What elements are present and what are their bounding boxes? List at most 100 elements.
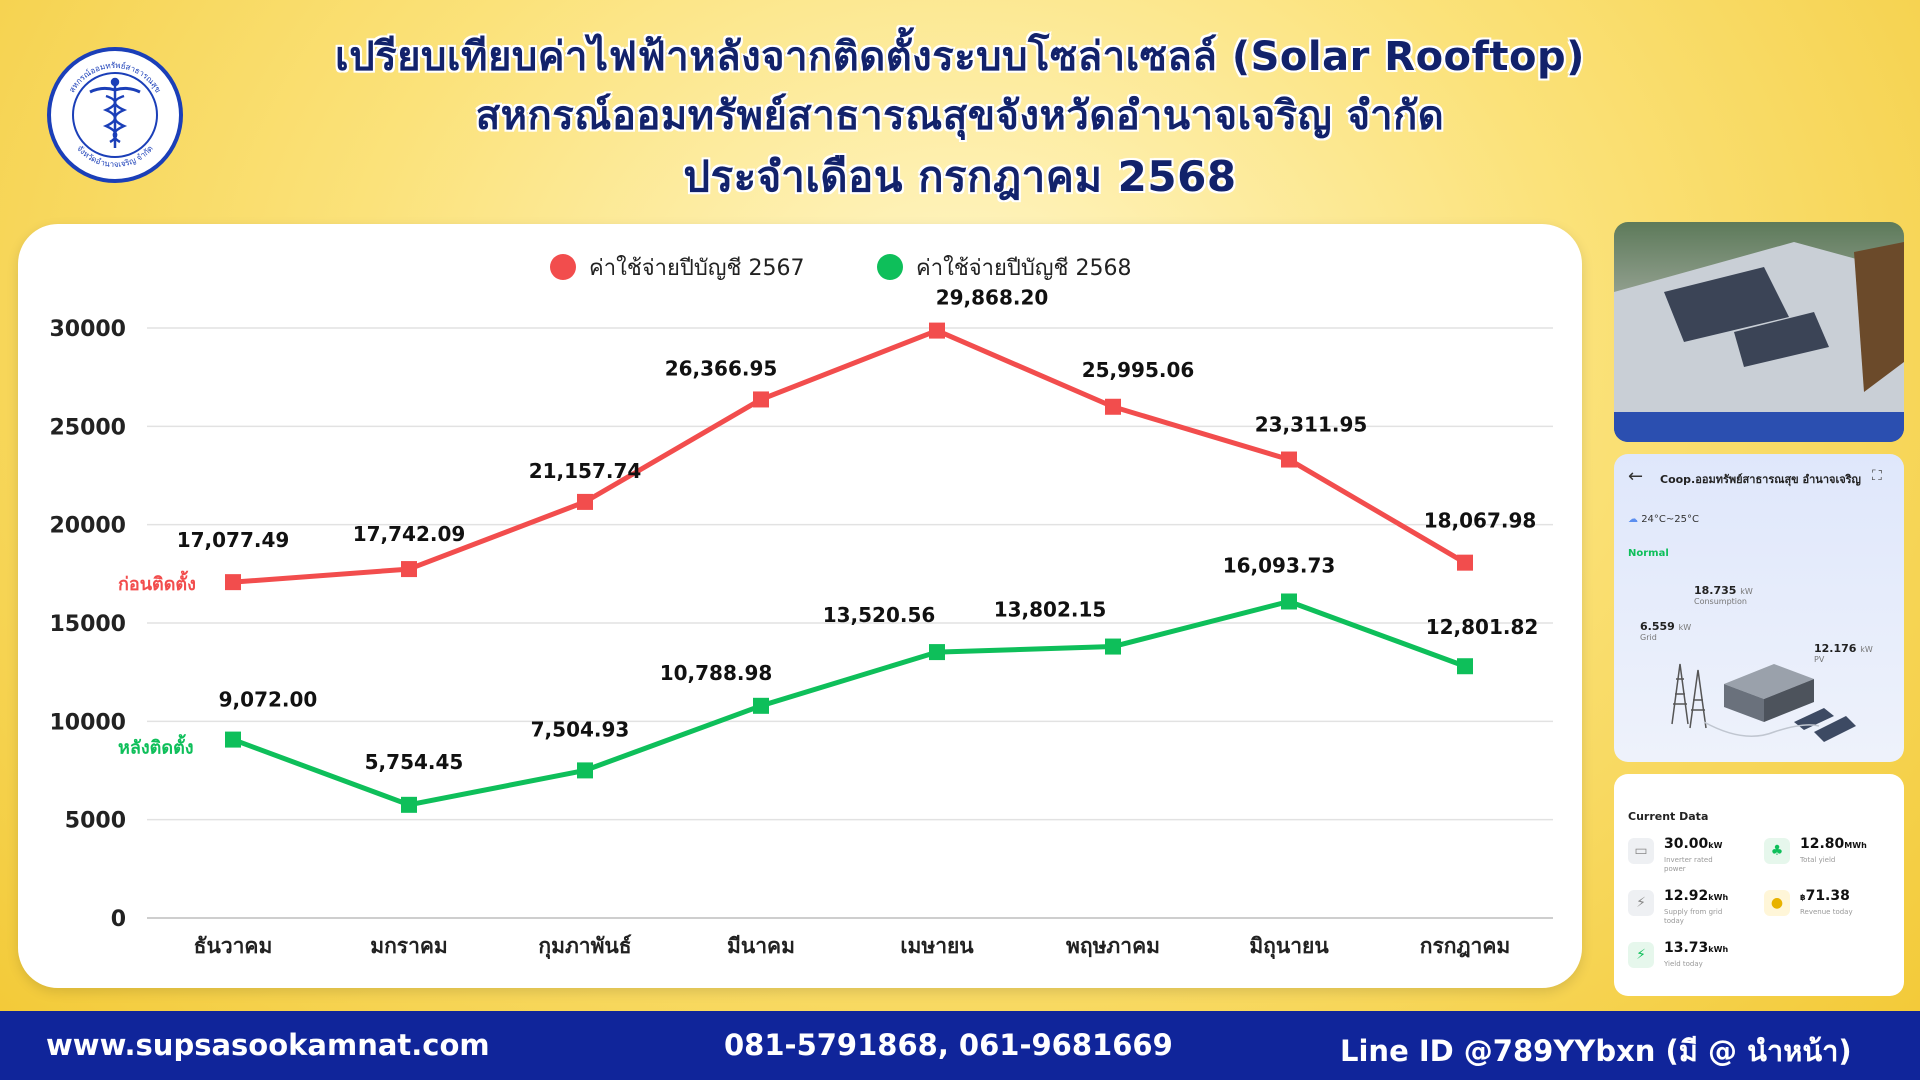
data-point-marker (753, 391, 769, 408)
title-line-1: เปรียบเทียบค่าไฟฟ้าหลังจากติดตั้งระบบโซล… (335, 34, 1585, 80)
footer-website[interactable]: www.supsasookamnat.com (46, 1028, 490, 1062)
footer-bar: www.supsasookamnat.com 081-5791868, 061-… (0, 1011, 1920, 1080)
inverter-value: 30.00 (1664, 836, 1709, 852)
data-point-marker (929, 644, 945, 661)
revenue-label: Revenue today (1800, 908, 1853, 916)
data-label: 29,868.20 (936, 286, 1049, 310)
building-icon (1724, 664, 1814, 722)
x-tick-label: กุมภาพันธ์ (538, 934, 631, 960)
status-text: Normal (1628, 548, 1669, 559)
x-tick-label: มกราคม (370, 934, 448, 958)
grid-label: Grid (1640, 633, 1657, 642)
energy-flow-diagram (1671, 663, 1856, 742)
title-line-3: ประจำเดือน กรกฎาคม 2568 (683, 152, 1237, 201)
series-line (232, 328, 1467, 585)
cloud-icon: ☁ (1628, 514, 1638, 525)
title-line-2: สหกรณ์ออมทรัพย์สาธารณสุขจังหวัดอำนาจเจริ… (475, 93, 1445, 139)
coop-logo: สหกรณ์ออมทรัพย์สาธารณสุข จังหวัดอำนาจเจร… (47, 47, 183, 183)
data-point-marker (753, 697, 769, 714)
data-label: 5,754.45 (365, 750, 464, 774)
data-point-marker (225, 731, 241, 748)
solar-roof-photo (1614, 222, 1904, 442)
data-label: 21,157.74 (529, 459, 642, 483)
consumption-value: 18.735 (1694, 584, 1737, 597)
x-tick-label: กรกฎาคม (1420, 934, 1511, 958)
inverter-unit: kW (1708, 841, 1723, 850)
app-header: Coop.ออมทรัพย์สาธารณสุข อำนาจเจริญ (1660, 473, 1861, 486)
data-label: 17,742.09 (353, 522, 466, 546)
total-yield-label: Total yield (1800, 856, 1836, 864)
total-yield-value: 12.80 (1800, 836, 1845, 852)
series-line (232, 598, 1466, 808)
data-label: 9,072.00 (219, 688, 318, 712)
data-point-marker (1457, 554, 1473, 571)
y-tick-label: 5000 (65, 809, 126, 834)
supply-grid-label: Supply from grid today (1664, 908, 1723, 925)
grid-supply-icon: ⚡ (1628, 890, 1654, 916)
footer-phones: 081-5791868, 061-9681669 (724, 1028, 1173, 1062)
data-label: 18,067.98 (1424, 509, 1537, 533)
bolt-icon: ⚡ (1628, 942, 1654, 968)
legend-marker (550, 254, 576, 280)
x-tick-label: มีนาคม (727, 934, 795, 958)
transmission-tower-icon (1671, 663, 1707, 729)
weather-text: 24°C~25°C (1641, 514, 1699, 525)
x-tick-label: เมษายน (900, 934, 974, 958)
grid-value: 6.559 (1640, 620, 1675, 633)
data-point-marker (1457, 658, 1473, 675)
inverter-label: Inverter rated power (1664, 856, 1713, 873)
data-label: 13,802.15 (994, 598, 1107, 622)
leaf-icon: ♣ (1764, 838, 1790, 864)
data-label: 23,311.95 (1255, 413, 1368, 437)
caduceus-icon (89, 77, 141, 148)
data-label: 17,077.49 (177, 528, 290, 552)
grid-unit: kW (1678, 623, 1692, 632)
supply-grid-value: 12.92 (1664, 888, 1709, 904)
y-tick-label: 20000 (49, 514, 126, 539)
grid-stat: 6.559 kW Grid (1640, 620, 1691, 642)
data-point-marker (577, 493, 593, 510)
data-label: 13,520.56 (823, 603, 936, 627)
current-data-panel: Current Data ▭ 30.00kW Inverter rated po… (1614, 774, 1904, 996)
yield-today-unit: kWh (1708, 945, 1729, 954)
x-tick-label: พฤษภาคม (1066, 934, 1160, 958)
data-point-marker (225, 574, 241, 591)
data-point-marker (577, 762, 593, 779)
x-tick-label: มิถุนายน (1249, 934, 1329, 960)
monitoring-app-screen: ← Coop.ออมทรัพย์สาธารณสุข อำนาจเจริญ ⛶ ☁… (1614, 454, 1904, 762)
pv-label: PV (1814, 655, 1825, 664)
x-tick-label: ธันวาคม (194, 934, 273, 958)
pv-stat: 12.176 kW PV (1814, 642, 1873, 664)
current-data-title: Current Data (1628, 810, 1709, 823)
legend-label: ค่าใช้จ่ายปีบัญชี 2567 (589, 255, 804, 281)
data-label: 26,366.95 (665, 356, 778, 380)
legend-label: ค่าใช้จ่ายปีบัญชี 2568 (916, 255, 1131, 281)
expand-icon[interactable]: ⛶ (1872, 468, 1882, 484)
data-label: 12,801.82 (1426, 615, 1539, 639)
y-tick-label: 0 (111, 907, 126, 932)
data-label: 25,995.06 (1082, 358, 1195, 382)
data-point-marker (1105, 638, 1121, 655)
consumption-label: Consumption (1694, 597, 1747, 606)
data-point-marker (929, 322, 945, 339)
supply-grid-unit: kWh (1708, 893, 1729, 902)
y-tick-label: 30000 (49, 317, 126, 342)
yield-today-value: 13.73 (1664, 940, 1709, 956)
consumption-stat: 18.735 kW Consumption (1694, 584, 1753, 606)
data-point-marker (1105, 398, 1121, 415)
consumption-unit: kW (1740, 587, 1753, 596)
data-point-marker (401, 561, 417, 578)
series-side-label: ก่อนติดตั้ง (118, 570, 196, 595)
footer-line-id: Line ID @789YYbxn (มี @ นำหน้า) (1340, 1034, 1852, 1068)
pv-unit: kW (1860, 645, 1873, 654)
y-tick-label: 10000 (49, 710, 126, 735)
legend-marker (877, 254, 903, 280)
data-label: 16,093.73 (1223, 553, 1336, 577)
solar-panel-icon (1664, 267, 1829, 367)
revenue-value: 71.38 (1805, 888, 1850, 904)
weather: ☁ 24°C~25°C (1628, 514, 1699, 525)
data-label: 7,504.93 (531, 717, 630, 741)
coins-icon: ● (1764, 890, 1790, 916)
data-label: 10,788.98 (660, 661, 773, 685)
back-arrow-icon[interactable]: ← (1628, 466, 1644, 487)
